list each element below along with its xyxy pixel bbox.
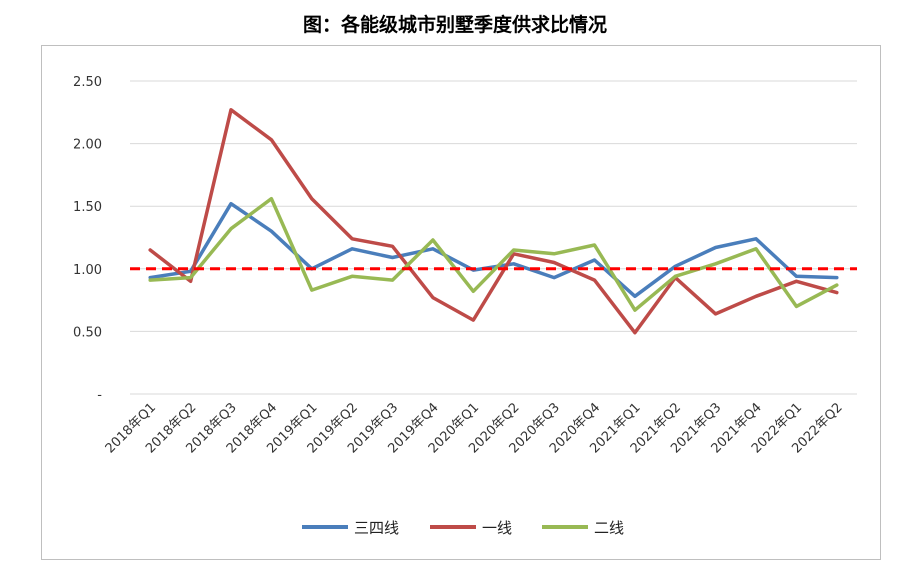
series-line-1 <box>148 108 839 335</box>
legend-label: 三四线 <box>354 519 399 537</box>
y-tick-label: 1.00 <box>73 263 102 278</box>
y-tick-label: 1.50 <box>73 200 102 215</box>
gridlines <box>130 80 857 395</box>
y-axis: - 0.50 1.00 1.50 2.00 2.50 <box>73 75 102 403</box>
legend-label: 一线 <box>482 519 512 537</box>
x-axis: 2018年Q12018年Q22018年Q32018年Q42019年Q12019年… <box>103 400 846 456</box>
y-tick-label: - <box>97 388 102 403</box>
series-line-0 <box>148 201 839 299</box>
series-line-2 <box>148 196 839 312</box>
y-tick-label: 0.50 <box>73 325 102 340</box>
y-tick-label: 2.50 <box>73 75 102 90</box>
legend-label: 二线 <box>594 519 624 537</box>
y-tick-label: 2.00 <box>73 138 102 153</box>
legend: 三四线 一线 二线 <box>302 519 624 537</box>
chart-title: 图：各能级城市别墅季度供求比情况 <box>302 14 607 36</box>
series-lines <box>148 108 839 335</box>
chart-frame: - 0.50 1.00 1.50 2.00 2.50 2018年Q1 2018年Q2 2018… <box>41 45 881 560</box>
line-chart: - 0.50 1.00 1.50 2.00 2.50 2018年Q12018年Q22018… <box>73 75 857 537</box>
